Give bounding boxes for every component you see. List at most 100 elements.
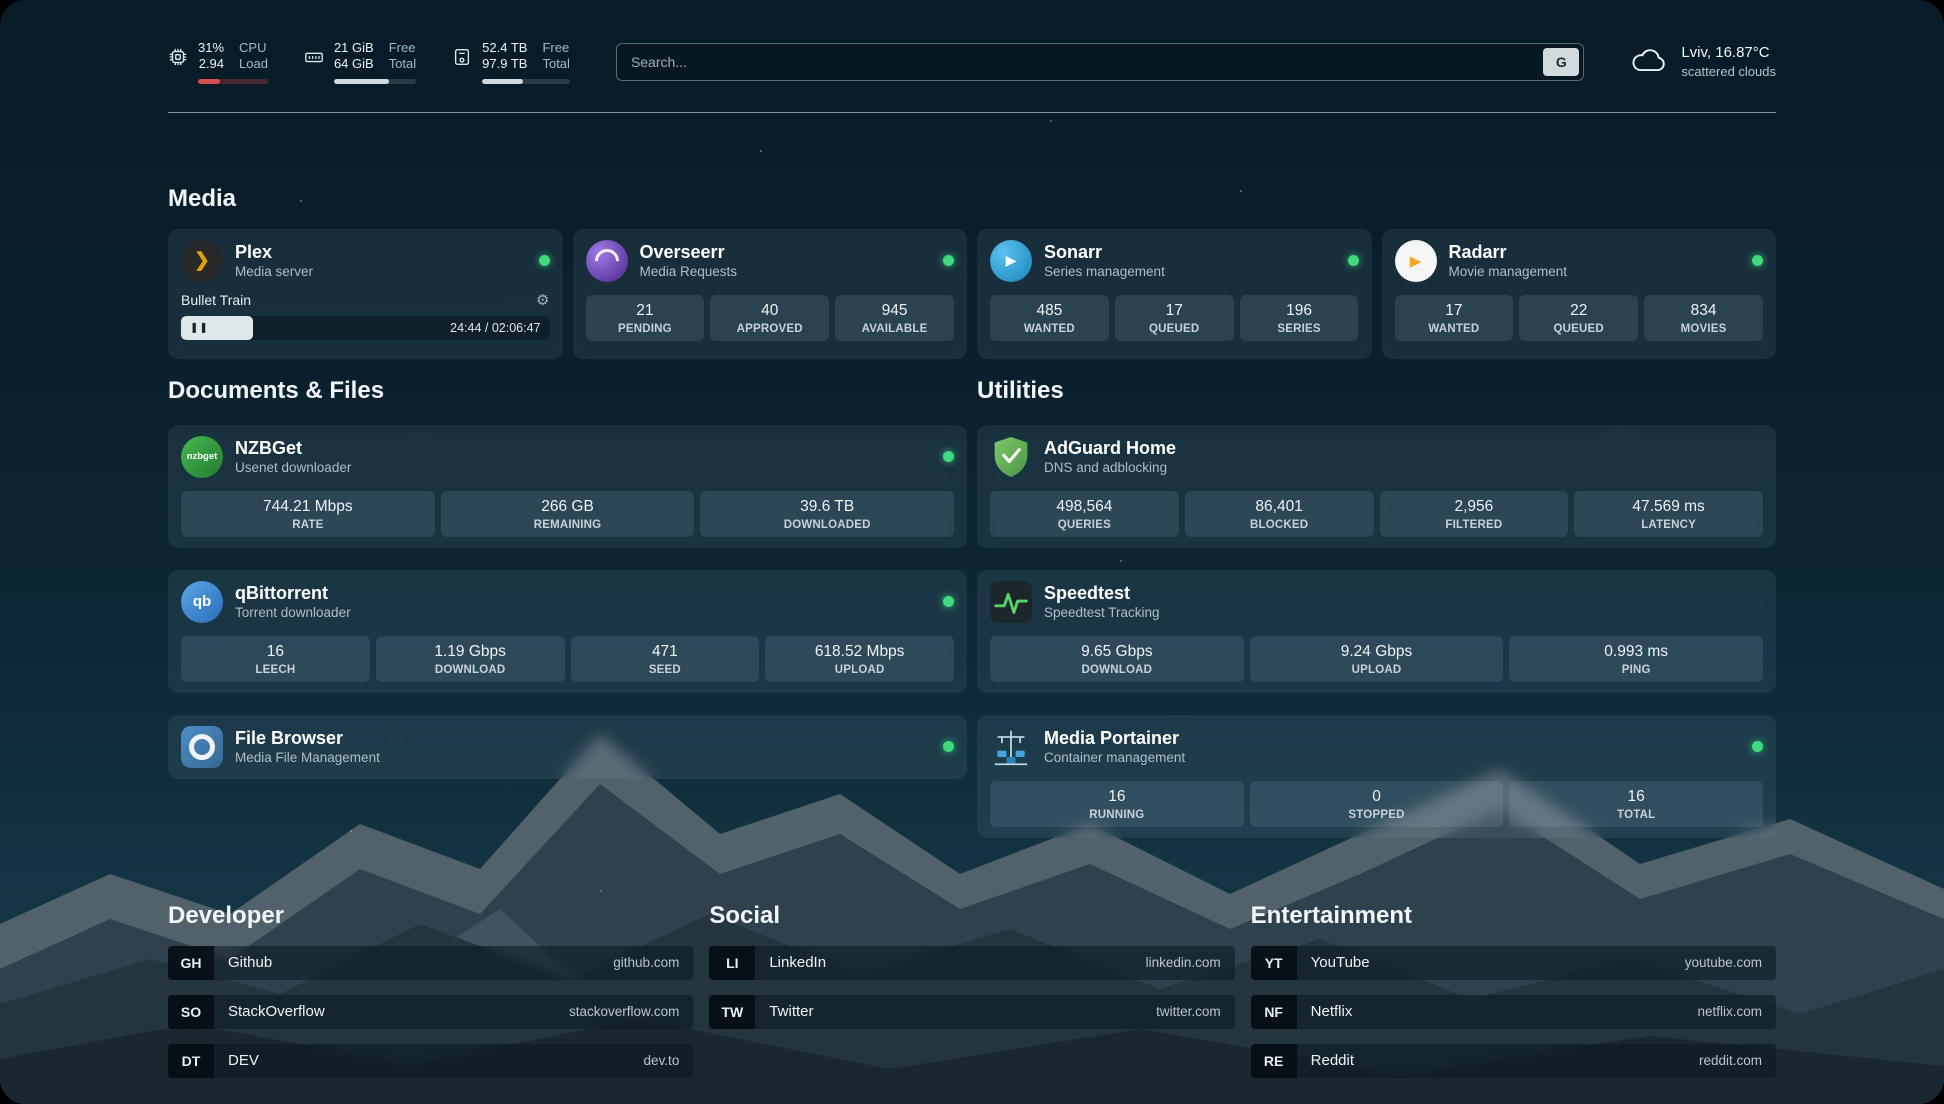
search-engine-button[interactable]: G [1543,47,1580,76]
weather-location: Lviv, 16.87°C [1681,44,1770,62]
stat-upload: 9.24 Gbps UPLOAD [1249,635,1504,682]
topbar-divider [168,111,1776,113]
qbittorrent-icon-text: qb [192,593,212,610]
section-title-social: Social [709,901,781,929]
stat-latency: 47.569 ms LATENCY [1574,490,1763,537]
plex-chevron-glyph: ❯ [194,250,210,271]
gear-icon[interactable]: ⚙ [536,291,550,309]
service-card-filebrowser[interactable]: File Browser Media File Management [168,714,967,779]
stat-queued: 22 QUEUED [1519,294,1639,341]
service-subtitle: Media File Management [235,750,380,766]
bookmark-group-social: Social LI LinkedIn linkedin.com TW Twitt… [709,901,1235,1078]
bookmark-reddit[interactable]: RE Reddit reddit.com [1250,1043,1776,1078]
service-card-portainer[interactable]: Media Portainer Container management 16 … [977,714,1776,838]
bookmark-group-entertainment: Entertainment YT YouTube youtube.com NF … [1250,901,1776,1078]
bookmark-domain: reddit.com [1698,1053,1762,1068]
status-online-indicator [1752,741,1763,752]
section-title-documents: Documents & Files [168,376,385,404]
bookmark-abbr: YT [1250,945,1297,980]
memory-meter: 21 GiB 64 GiB Free Total [304,40,417,84]
bookmark-domain: github.com [613,955,680,970]
now-playing-title: Bullet Train [181,291,252,308]
service-card-nzbget[interactable]: nzbget NZBGet Usenet downloader 744.21 M… [168,424,967,548]
bookmark-dev[interactable]: DT DEV dev.to [168,1043,694,1078]
sonarr-arrow-glyph: ▶ [1005,252,1017,268]
sonarr-icon: ▶ [990,239,1032,282]
service-subtitle: Series management [1044,264,1165,280]
stat-filtered: 2,956 FILTERED [1379,490,1569,537]
memory-total-label: Total [388,56,417,72]
cpu-chip-icon [169,48,187,66]
filebrowser-icon [181,725,223,768]
portainer-crane-icon [990,726,1032,768]
disk-free-label: Free [542,40,570,55]
disk-free-value: 52.4 TB [482,40,528,55]
cpu-usage-bar [198,78,268,84]
bookmark-domain: dev.to [643,1053,680,1068]
cpu-label: CPU [239,40,267,55]
service-card-qbittorrent[interactable]: qb qBittorrent Torrent downloader 16 LEE… [168,569,967,693]
service-card-overseerr[interactable]: Overseerr Media Requests 21 PENDING 40 A… [572,228,967,359]
section-title-developer: Developer [168,901,285,929]
service-subtitle: Media Requests [639,264,738,280]
bookmark-linkedin[interactable]: LI LinkedIn linkedin.com [709,945,1235,980]
bookmark-abbr: LI [709,945,756,980]
service-name: NZBGet [235,437,302,458]
stat-downloaded: 39.6 TB DOWNLOADED [700,490,955,537]
service-subtitle: Container management [1044,750,1186,766]
bookmark-stackoverflow[interactable]: SO StackOverflow stackoverflow.com [168,994,694,1029]
bookmark-name: Twitter [769,1003,814,1020]
bookmark-youtube[interactable]: YT YouTube youtube.com [1250,945,1776,980]
adguard-shield-icon [990,436,1032,478]
bookmarks-section: Developer GH Github github.com SO StackO… [168,902,1776,1078]
bookmark-name: Netflix [1310,1003,1353,1020]
bookmark-name: Github [228,954,273,971]
memory-free-label: Free [388,40,416,55]
radarr-icon: ▶ [1394,239,1437,282]
bookmark-abbr: RE [1250,1043,1297,1078]
section-utilities: Utilities [977,377,1776,838]
bookmark-name: StackOverflow [228,1003,325,1020]
service-card-radarr[interactable]: ▶ Radarr Movie management 17 WANTED [1381,228,1776,359]
cpu-meter: 31% 2.94 CPU Load [168,40,268,84]
service-name: Overseerr [639,241,725,262]
search-bar: G [615,42,1585,81]
service-name: Media Portainer [1044,727,1180,748]
section-title-media: Media [168,184,237,212]
stat-available: 945 AVAILABLE [835,294,954,341]
disk-meter: 52.4 TB 97.9 TB Free Total [452,40,570,84]
bookmark-name: LinkedIn [769,954,827,971]
service-card-adguard[interactable]: AdGuard Home DNS and adblocking 498,564 … [977,424,1776,548]
service-card-plex[interactable]: ❯ Plex Media server Bullet Train ⚙ [168,228,563,359]
stat-queued: 17 QUEUED [1114,294,1234,341]
stat-series: 196 SERIES [1239,294,1359,341]
bookmark-domain: linkedin.com [1145,955,1221,970]
status-online-indicator [943,255,954,266]
search-input[interactable] [615,42,1585,81]
top-bar: 31% 2.94 CPU Load [168,40,1776,84]
service-name: Radarr [1448,241,1507,262]
playback-progress-bar[interactable]: ❚❚ 24:44 / 02:06:47 [181,315,550,340]
service-name: Speedtest [1044,582,1131,603]
service-name: qBittorrent [235,582,328,603]
section-title-entertainment: Entertainment [1250,901,1413,929]
service-card-speedtest[interactable]: Speedtest Speedtest Tracking 9.65 Gbps D… [977,569,1776,693]
pause-icon[interactable]: ❚❚ [190,322,209,333]
bookmark-github[interactable]: GH Github github.com [168,945,694,980]
status-online-indicator [943,451,954,462]
stat-movies: 834 MOVIES [1644,294,1763,341]
stat-total: 16 TOTAL [1509,780,1764,827]
bookmark-name: DEV [228,1052,259,1069]
stat-download: 9.65 Gbps DOWNLOAD [990,635,1244,682]
disk-total-value: 97.9 TB [482,56,528,72]
service-subtitle: DNS and adblocking [1044,460,1168,476]
bookmark-twitter[interactable]: TW Twitter twitter.com [709,994,1235,1029]
service-subtitle: Media server [235,264,314,280]
stat-rate: 744.21 Mbps RATE [181,490,435,537]
status-online-indicator [943,596,954,607]
service-name: File Browser [235,727,344,748]
bookmark-netflix[interactable]: NF Netflix netflix.com [1250,994,1776,1029]
service-card-sonarr[interactable]: ▶ Sonarr Series management 485 WANTED [977,228,1372,359]
stat-leech: 16 LEECH [181,635,370,682]
